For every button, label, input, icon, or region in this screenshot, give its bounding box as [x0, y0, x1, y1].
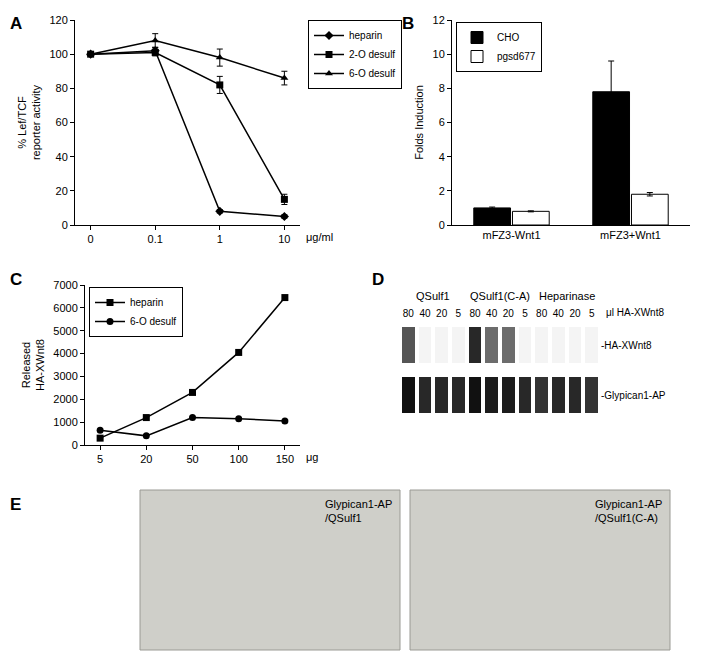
svg-text:μl HA-XWnt8: μl HA-XWnt8: [606, 307, 664, 318]
svg-text:50: 50: [186, 453, 198, 465]
svg-text:80: 80: [536, 308, 548, 319]
svg-text:5: 5: [589, 308, 595, 319]
svg-text:QSulf1(C-A): QSulf1(C-A): [470, 290, 530, 302]
svg-text:60: 60: [56, 116, 68, 128]
svg-text:20: 20: [569, 308, 581, 319]
svg-text:40: 40: [419, 308, 431, 319]
svg-text:20: 20: [436, 308, 448, 319]
svg-text:B: B: [402, 14, 414, 33]
svg-text:E: E: [10, 495, 21, 514]
svg-text:150: 150: [276, 453, 294, 465]
svg-text:0: 0: [439, 219, 445, 231]
svg-text:A: A: [10, 14, 22, 33]
svg-text:mFZ3+Wnt1: mFZ3+Wnt1: [600, 229, 661, 241]
svg-text:80: 80: [403, 308, 415, 319]
svg-text:QSulf1: QSulf1: [416, 290, 450, 302]
svg-text:pgsd677: pgsd677: [497, 51, 536, 62]
svg-text:-HA-XWnt8: -HA-XWnt8: [601, 340, 652, 351]
svg-text:mFZ3-Wnt1: mFZ3-Wnt1: [482, 229, 540, 241]
svg-text:3000: 3000: [53, 370, 77, 382]
svg-text:Glypican1-AP/QSulf1(C-A): Glypican1-AP/QSulf1(C-A): [595, 498, 662, 524]
svg-text:heparin: heparin: [130, 297, 163, 308]
svg-text:0: 0: [88, 233, 94, 245]
svg-text:6-O desulf: 6-O desulf: [130, 316, 176, 327]
svg-text:7000: 7000: [53, 279, 77, 291]
svg-text:100: 100: [230, 453, 248, 465]
svg-text:12: 12: [433, 14, 445, 26]
svg-text:40: 40: [553, 308, 565, 319]
svg-text:20: 20: [56, 185, 68, 197]
svg-text:% Lef/TCFreporter activity: % Lef/TCFreporter activity: [16, 84, 42, 160]
svg-text:μg/ml: μg/ml: [306, 231, 333, 243]
svg-text:C: C: [10, 270, 22, 289]
svg-text:20: 20: [503, 308, 515, 319]
svg-text:2-O desulf: 2-O desulf: [349, 49, 395, 60]
svg-text:20: 20: [140, 453, 152, 465]
svg-text:CHO: CHO: [497, 32, 519, 43]
svg-text:10: 10: [278, 233, 290, 245]
svg-text:5000: 5000: [53, 325, 77, 337]
svg-text:40: 40: [56, 151, 68, 163]
svg-text:120: 120: [49, 14, 67, 26]
svg-text:80: 80: [56, 82, 68, 94]
svg-text:Folds Induction: Folds Induction: [413, 85, 425, 160]
svg-text:0.1: 0.1: [148, 233, 163, 245]
svg-text:0: 0: [62, 219, 68, 231]
svg-text:5: 5: [456, 308, 462, 319]
svg-text:10: 10: [433, 48, 445, 60]
svg-text:40: 40: [486, 308, 498, 319]
svg-text:heparin: heparin: [349, 30, 382, 41]
svg-text:2000: 2000: [53, 393, 77, 405]
svg-text:ReleasedHA-XWnt8: ReleasedHA-XWnt8: [20, 339, 46, 391]
svg-text:Glypican1-AP/QSulf1: Glypican1-AP/QSulf1: [325, 498, 392, 524]
svg-text:8: 8: [439, 82, 445, 94]
svg-text:Heparinase: Heparinase: [539, 290, 595, 302]
svg-text:5: 5: [522, 308, 528, 319]
svg-text:6000: 6000: [53, 302, 77, 314]
svg-text:6: 6: [439, 116, 445, 128]
svg-text:80: 80: [469, 308, 481, 319]
svg-text:1000: 1000: [53, 416, 77, 428]
svg-text:5: 5: [97, 453, 103, 465]
svg-text:2: 2: [439, 185, 445, 197]
svg-text:100: 100: [49, 48, 67, 60]
svg-text:D: D: [372, 270, 384, 289]
svg-text:-Glypican1-AP: -Glypican1-AP: [601, 390, 666, 401]
svg-text:μg: μg: [306, 451, 318, 463]
svg-text:1: 1: [217, 233, 223, 245]
svg-text:4: 4: [439, 151, 445, 163]
svg-text:6-O desulf: 6-O desulf: [349, 68, 395, 79]
svg-text:4000: 4000: [53, 347, 77, 359]
svg-text:0: 0: [72, 439, 78, 451]
